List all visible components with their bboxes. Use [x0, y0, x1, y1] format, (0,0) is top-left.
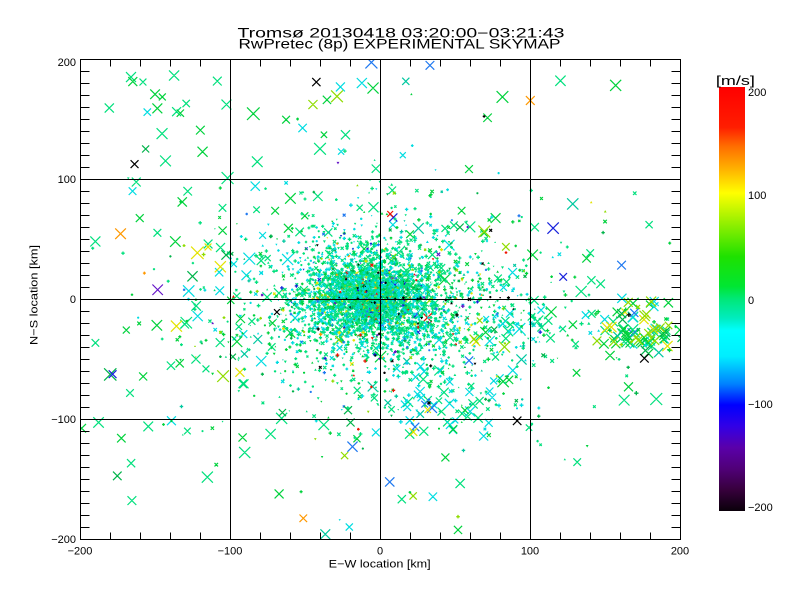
svg-text:−200: −200	[748, 502, 773, 514]
svg-text:100: 100	[521, 546, 539, 558]
svg-text:[m/s]: [m/s]	[716, 73, 755, 88]
svg-text:RwPretec (8p) EXPERIMENTAL SKY: RwPretec (8p) EXPERIMENTAL SKYMAP	[239, 37, 561, 52]
svg-text:−100: −100	[51, 414, 76, 426]
svg-text:Tromsø 20130418 03:20:00−03:21: Tromsø 20130418 03:20:00−03:21:43	[238, 26, 565, 41]
svg-text:−200: −200	[68, 546, 93, 558]
svg-text:200: 200	[671, 546, 689, 558]
svg-text:E−W location [km]: E−W location [km]	[329, 559, 431, 571]
svg-text:0: 0	[70, 294, 76, 306]
svg-text:200: 200	[748, 87, 766, 99]
svg-text:−200: −200	[51, 534, 76, 546]
svg-text:N−S location [km]: N−S location [km]	[29, 245, 41, 345]
svg-text:0: 0	[748, 295, 754, 307]
svg-text:100: 100	[748, 190, 766, 202]
svg-text:−100: −100	[218, 546, 243, 558]
svg-text:100: 100	[58, 174, 76, 186]
svg-text:200: 200	[58, 57, 76, 69]
svg-text:0: 0	[377, 546, 383, 558]
svg-text:−100: −100	[748, 399, 773, 411]
